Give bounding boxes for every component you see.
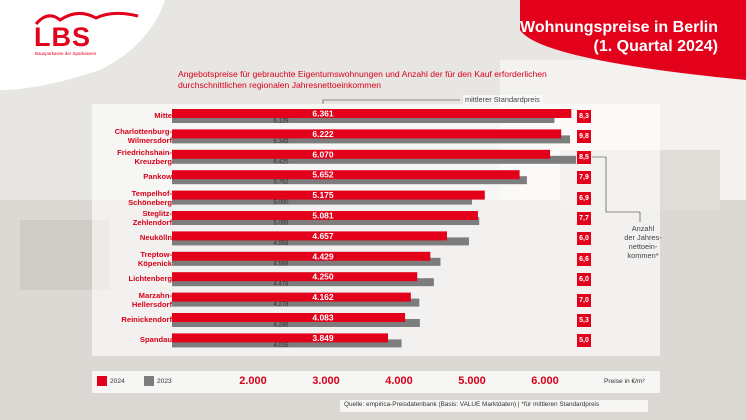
income-multiple-badge: 6,9 bbox=[577, 191, 591, 205]
chart-subtitle: Angebotspreise für gebrauchte Eigentumsw… bbox=[178, 69, 547, 90]
value-label-2023: 6.343 bbox=[273, 139, 289, 145]
income-note: Anzahl der Jahres-netto­ein-kommen* bbox=[624, 224, 662, 260]
bar-2023 bbox=[172, 176, 527, 185]
income-multiple-badge: 8,3 bbox=[577, 110, 591, 123]
bar-2023 bbox=[172, 155, 577, 164]
lbs-logo: LBS Bausparkasse der Sparkassen bbox=[28, 8, 148, 60]
legend-swatch-2024 bbox=[97, 376, 107, 386]
category-label: Reinickendorf bbox=[121, 315, 172, 324]
title-line-1: Wohnungspreise in Berlin bbox=[520, 19, 718, 36]
bar-2023 bbox=[172, 217, 480, 225]
x-tick-label: 2.000 bbox=[239, 375, 267, 387]
value-label-2024: 4.657 bbox=[312, 231, 334, 241]
value-label-2024: 5.081 bbox=[312, 211, 334, 221]
legend-swatch-2023 bbox=[144, 376, 154, 386]
bar-2024 bbox=[172, 170, 520, 180]
value-label-2024: 3.849 bbox=[312, 333, 334, 343]
category-label: Pankow bbox=[143, 172, 172, 182]
value-label-2023: 5.000 bbox=[273, 200, 289, 206]
category-label: Lichtenberg bbox=[128, 274, 172, 284]
bar-2024 bbox=[172, 272, 418, 282]
bar-2024 bbox=[172, 313, 406, 322]
value-label-2023: 4.958 bbox=[273, 241, 289, 247]
value-label-2024: 6.361 bbox=[312, 109, 334, 119]
legend-label-2024: 2024 bbox=[110, 378, 125, 385]
bar-2024 bbox=[172, 149, 551, 159]
income-multiple-badge: 6,0 bbox=[577, 232, 591, 246]
category-label: Neukölln bbox=[139, 233, 172, 243]
value-label-2024: 4.083 bbox=[312, 313, 334, 323]
title-line-2: (1. Quartal 2024) bbox=[593, 38, 719, 55]
standard-price-note: mittlerer Standardpreis bbox=[463, 95, 542, 104]
value-label-2023: 4.478 bbox=[273, 282, 289, 288]
income-multiple-badge: 6,0 bbox=[577, 273, 591, 287]
income-connector bbox=[592, 156, 641, 222]
value-label-2023: 4.035 bbox=[273, 343, 289, 349]
bar-2023 bbox=[172, 115, 555, 123]
value-label-2024: 4.250 bbox=[312, 272, 334, 282]
bar-2023 bbox=[172, 319, 420, 327]
value-label-2023: 5.099 bbox=[273, 221, 289, 227]
x-tick-label: 6.000 bbox=[531, 375, 559, 387]
bar-2023 bbox=[172, 298, 420, 307]
value-label-2023: 6.425 bbox=[273, 159, 289, 165]
legend-label-2023: 2023 bbox=[157, 378, 172, 385]
category-label: Treptow- Köpenick bbox=[137, 249, 172, 268]
bar-2024 bbox=[172, 190, 485, 200]
logo-tagline: Bausparkasse der Sparkassen bbox=[35, 51, 97, 56]
bar-2023 bbox=[172, 196, 472, 205]
bar-2023 bbox=[172, 257, 441, 266]
value-label-2023: 4.568 bbox=[273, 261, 289, 267]
x-tick-label: 3.000 bbox=[312, 375, 340, 387]
bar-2024 bbox=[172, 231, 447, 241]
source-note: Quelle: empirica-Preisdatenbank (Basis: … bbox=[340, 400, 648, 412]
category-label: Mitte bbox=[154, 111, 172, 120]
value-label-2024: 5.652 bbox=[312, 170, 334, 180]
standard-price-connector bbox=[322, 99, 460, 104]
income-multiple-badge: 5,3 bbox=[577, 314, 591, 327]
x-tick-label: 4.000 bbox=[385, 375, 413, 387]
bar-2024 bbox=[172, 251, 431, 261]
income-multiple-badge: 8,5 bbox=[577, 150, 591, 164]
value-label-2023: 4.286 bbox=[273, 323, 289, 329]
bar-2024 bbox=[172, 292, 411, 302]
value-label-2024: 5.175 bbox=[312, 190, 334, 200]
logo-text: LBS bbox=[34, 22, 91, 52]
bar-2024 bbox=[172, 211, 478, 220]
bar-2024 bbox=[172, 109, 572, 118]
bar-2023 bbox=[172, 135, 571, 144]
x-axis-unit: Preise in €/m² bbox=[604, 378, 645, 385]
category-label: Friedrichshain- Kreuzberg bbox=[117, 147, 172, 166]
value-label-2024: 6.070 bbox=[312, 149, 334, 159]
category-label: Tempelhof- Schöneberg bbox=[128, 188, 172, 207]
category-label: Steglitz- Zehlendorf bbox=[132, 209, 172, 227]
bar-2023 bbox=[172, 237, 469, 246]
value-label-2023: 5.752 bbox=[273, 180, 289, 186]
category-label: Spandau bbox=[139, 335, 172, 345]
axis-footer bbox=[92, 371, 660, 393]
income-multiple-badge: 5,0 bbox=[577, 334, 591, 348]
income-multiple-badge: 9,8 bbox=[577, 130, 591, 144]
value-label-2023: 4.278 bbox=[273, 302, 289, 308]
chart-title: Wohnungspreise in Berlin (1. Quartal 202… bbox=[520, 18, 718, 56]
value-label-2023: 6.129 bbox=[273, 119, 289, 125]
income-multiple-badge: 6,6 bbox=[577, 252, 591, 266]
category-label: Marzahn- Hellersdorf bbox=[131, 290, 172, 309]
bar-2024 bbox=[172, 333, 388, 343]
value-label-2024: 4.429 bbox=[312, 251, 334, 261]
bar-2023 bbox=[172, 339, 402, 348]
value-label-2024: 4.162 bbox=[312, 292, 334, 302]
income-multiple-badge: 7,9 bbox=[577, 171, 591, 185]
x-tick-label: 5.000 bbox=[458, 375, 486, 387]
income-multiple-badge: 7,0 bbox=[577, 293, 591, 307]
value-label-2024: 6.222 bbox=[312, 129, 334, 139]
bar-2024 bbox=[172, 129, 562, 139]
category-label: Charlottenburg- Wilmersdorf bbox=[114, 127, 172, 146]
income-multiple-badge: 7,7 bbox=[577, 212, 591, 225]
bar-2023 bbox=[172, 278, 434, 287]
